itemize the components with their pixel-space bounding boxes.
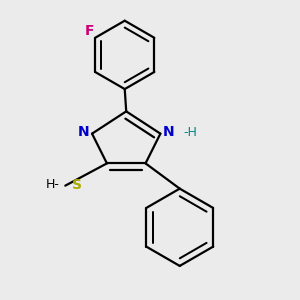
Text: F: F [84, 24, 94, 38]
Text: -H: -H [183, 126, 197, 139]
Text: H-: H- [46, 178, 60, 191]
Text: S: S [72, 178, 82, 192]
Text: N: N [78, 125, 89, 139]
Text: N: N [163, 125, 175, 139]
